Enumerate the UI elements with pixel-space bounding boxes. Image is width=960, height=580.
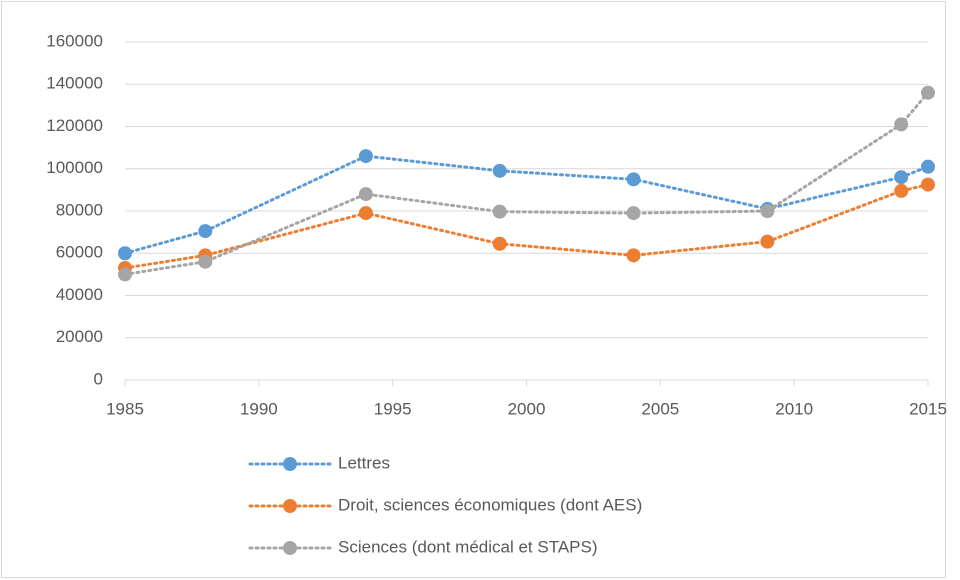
data-point — [894, 170, 909, 185]
y-tick-label: 120000 — [46, 116, 103, 135]
data-point — [118, 246, 132, 261]
y-tick-label: 0 — [94, 369, 103, 388]
data-point — [626, 172, 641, 187]
series-line — [123, 91, 930, 276]
data-point — [358, 187, 373, 202]
x-tick-label: 2005 — [641, 399, 679, 418]
y-tick-label: 20000 — [56, 327, 103, 346]
data-point — [492, 163, 507, 178]
y-tick-label: 80000 — [56, 200, 103, 219]
legend-marker — [283, 499, 297, 513]
y-tick-label: 40000 — [56, 285, 103, 304]
legend-marker — [283, 457, 297, 471]
series-line — [123, 183, 930, 270]
data-point — [358, 206, 373, 221]
data-point — [921, 177, 935, 192]
x-tick-label: 1985 — [106, 399, 144, 418]
legend-label: Lettres — [338, 453, 390, 472]
data-point — [626, 248, 641, 263]
legend-marker — [283, 541, 297, 555]
x-tick-label: 2015 — [909, 399, 947, 418]
series-line — [123, 154, 930, 255]
data-point — [492, 204, 507, 219]
x-tick-label: 2000 — [508, 399, 546, 418]
data-point — [760, 234, 775, 249]
y-tick-label: 60000 — [56, 243, 103, 262]
legend-label: Sciences (dont médical et STAPS) — [338, 537, 598, 556]
y-tick-label: 140000 — [46, 74, 103, 93]
x-tick-label: 1990 — [240, 399, 278, 418]
y-tick-label: 160000 — [46, 31, 103, 50]
y-tick-label: 100000 — [46, 158, 103, 177]
data-point — [921, 159, 935, 174]
legend-label: Droit, sciences économiques (dont AES) — [338, 495, 642, 514]
data-point — [492, 236, 507, 251]
data-point — [118, 267, 132, 282]
data-point — [921, 85, 935, 100]
data-point — [626, 206, 641, 221]
x-tick-label: 1995 — [374, 399, 412, 418]
data-point — [760, 204, 775, 218]
data-point — [894, 117, 909, 132]
chart-border — [1, 1, 946, 578]
data-point — [198, 224, 213, 239]
x-tick-label: 2010 — [775, 399, 813, 418]
data-point — [894, 183, 909, 198]
data-point — [198, 254, 213, 269]
data-point — [358, 149, 373, 164]
